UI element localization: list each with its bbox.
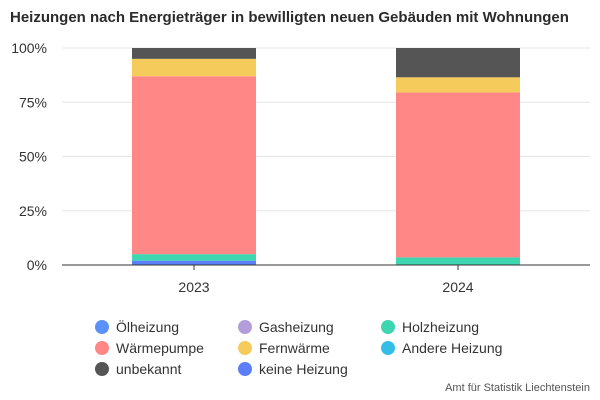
chart-legend: Ölheizung Gasheizung Holzheizung Wärmepumpe…: [95, 318, 531, 377]
legend-label: Fernwärme: [259, 339, 330, 356]
legend-swatch: [238, 361, 252, 376]
bar-segment[interactable]: [132, 254, 256, 261]
x-tick-label: 2023: [178, 279, 209, 295]
legend-swatch: [381, 319, 395, 334]
legend-item[interactable]: Fernwärme: [238, 339, 381, 356]
bar-segment[interactable]: [396, 92, 520, 258]
legend-label: keine Heizung: [259, 360, 348, 377]
y-tick-label: 100%: [11, 40, 47, 56]
legend-swatch: [381, 340, 395, 355]
bar-segment[interactable]: [396, 257, 520, 265]
legend-label: Gasheizung: [259, 318, 334, 335]
legend-swatch: [95, 361, 109, 376]
source-note: Amt für Statistik Liechtenstein: [445, 382, 590, 394]
bar-segment[interactable]: [132, 76, 256, 255]
legend-item[interactable]: unbekannt: [95, 360, 238, 377]
legend-item[interactable]: Wärmepumpe: [95, 339, 238, 356]
legend-label: Ölheizung: [116, 318, 180, 335]
y-tick-label: 75%: [19, 94, 47, 110]
x-tick-label: 2024: [442, 279, 473, 295]
legend-label: Andere Heizung: [402, 339, 503, 356]
legend-item[interactable]: keine Heizung: [238, 360, 381, 377]
chart-title: Heizungen nach Energieträger in bewillig…: [10, 9, 569, 26]
y-tick-label: 50%: [19, 149, 47, 165]
legend-item[interactable]: Holzheizung: [381, 318, 531, 335]
legend-item[interactable]: Ölheizung: [95, 318, 238, 335]
bar-segment[interactable]: [132, 58, 256, 77]
legend-swatch: [95, 319, 109, 334]
bar-segment[interactable]: [396, 77, 520, 93]
legend-label: Wärmepumpe: [116, 339, 204, 356]
bar-segment[interactable]: [132, 260, 256, 265]
legend-label: unbekannt: [116, 360, 182, 377]
bar-segment[interactable]: [132, 48, 256, 59]
bar-segment[interactable]: [396, 48, 520, 78]
legend-item[interactable]: Gasheizung: [238, 318, 381, 335]
legend-swatch: [238, 319, 252, 334]
legend-label: Holzheizung: [402, 318, 480, 335]
y-tick-label: 0%: [27, 257, 47, 273]
legend-swatch: [238, 340, 252, 355]
legend-item[interactable]: Andere Heizung: [381, 339, 531, 356]
y-tick-label: 25%: [19, 203, 47, 219]
legend-swatch: [95, 340, 109, 355]
